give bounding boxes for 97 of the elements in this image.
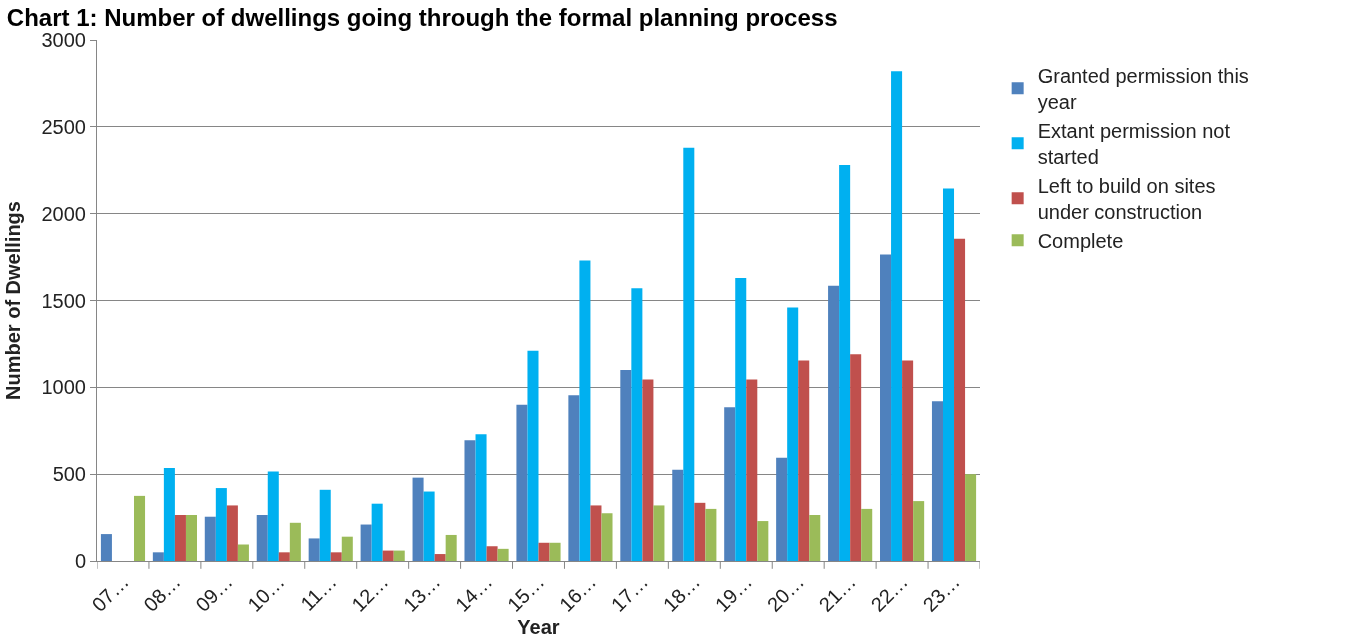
bar	[393, 550, 405, 561]
y-axis-title: Number of Dwellings	[2, 201, 24, 400]
bar	[516, 404, 528, 561]
bar	[694, 502, 706, 561]
bar	[954, 238, 966, 561]
bar	[787, 307, 799, 561]
bar	[527, 350, 539, 561]
bar	[590, 505, 602, 561]
x-tick-label: 14…	[451, 570, 497, 616]
x-tick-label: 20…	[762, 570, 809, 616]
x-tick-label: 18…	[658, 570, 705, 616]
bar	[382, 550, 394, 561]
bar	[371, 503, 383, 561]
legend-label: Extant permission not started	[1037, 119, 1231, 168]
bar	[579, 260, 591, 561]
x-axis-title: Year	[517, 615, 560, 638]
y-tick-label: 3000	[41, 29, 86, 51]
bar	[672, 469, 684, 561]
x-tick-label: 21…	[814, 570, 861, 616]
bar	[839, 165, 851, 561]
bar	[330, 552, 342, 561]
bar	[412, 477, 424, 561]
bar	[913, 501, 925, 561]
bar	[620, 369, 632, 561]
chart-title: Chart 1: Number of dwellings going through the formal planning process	[6, 4, 838, 32]
bar	[256, 514, 268, 561]
x-tick-label: 10…	[243, 570, 289, 616]
bar	[360, 524, 372, 561]
bar	[538, 542, 550, 561]
bar	[319, 489, 331, 561]
bar	[631, 288, 643, 561]
y-tick-label: 2500	[41, 115, 86, 138]
bar	[100, 534, 112, 561]
bar	[341, 536, 353, 561]
bar	[568, 395, 580, 561]
bar	[134, 495, 146, 561]
x-tick-label: 15…	[502, 570, 549, 616]
y-tick-label: 0	[74, 550, 86, 572]
bar	[204, 516, 216, 561]
x-tick-label: 17…	[606, 570, 653, 616]
bar	[880, 254, 892, 561]
x-tick-label: 08…	[139, 570, 185, 616]
bar	[931, 401, 943, 561]
bar	[267, 471, 279, 561]
x-tick-label: 12…	[347, 570, 393, 616]
bar	[278, 552, 290, 561]
bar	[163, 468, 175, 561]
y-tick-label: 500	[52, 463, 86, 486]
bar	[642, 379, 654, 561]
bar	[308, 538, 320, 561]
y-tick-label: 1000	[41, 376, 86, 399]
bar	[152, 552, 164, 561]
bar	[226, 505, 238, 561]
x-tick-label: 09…	[191, 570, 237, 616]
bar	[174, 514, 186, 561]
bar	[861, 508, 873, 561]
bar	[798, 360, 810, 561]
x-tick-label: 22…	[866, 570, 912, 616]
bar	[891, 71, 903, 561]
bar	[486, 546, 498, 561]
x-tick-label: 07…	[87, 570, 133, 616]
bar	[464, 440, 476, 561]
bar	[965, 474, 977, 561]
bar	[809, 514, 821, 561]
bar	[237, 544, 249, 561]
bar	[601, 513, 613, 561]
bar	[653, 505, 665, 561]
bar	[850, 354, 862, 561]
x-tick-label: 16…	[554, 570, 601, 616]
x-tick-label: 11…	[296, 570, 341, 615]
bar	[942, 188, 955, 561]
bar	[185, 514, 197, 561]
bar	[735, 277, 747, 561]
bar	[475, 434, 487, 561]
legend-label: Left to build on sites under construction	[1037, 174, 1216, 223]
bar	[423, 491, 435, 561]
x-tick-label: 19…	[710, 570, 757, 616]
y-tick-label: 2000	[41, 202, 86, 225]
bar	[549, 542, 561, 561]
bar	[289, 522, 301, 561]
bar	[828, 285, 840, 561]
bar	[757, 521, 769, 561]
bar	[497, 548, 509, 561]
bar	[445, 534, 457, 561]
bar	[434, 554, 446, 561]
x-tick-label: 13…	[399, 570, 445, 616]
bar	[215, 488, 227, 561]
bar	[705, 508, 717, 561]
x-tick-label: 23…	[918, 570, 964, 616]
bar	[776, 457, 788, 561]
legend-label: Complete	[1037, 229, 1124, 252]
bar	[746, 379, 758, 561]
bar	[902, 360, 914, 561]
legend-label: Granted permission this year	[1037, 64, 1249, 113]
bar	[683, 147, 695, 561]
y-tick-label: 1500	[41, 289, 86, 312]
bar	[724, 407, 736, 561]
